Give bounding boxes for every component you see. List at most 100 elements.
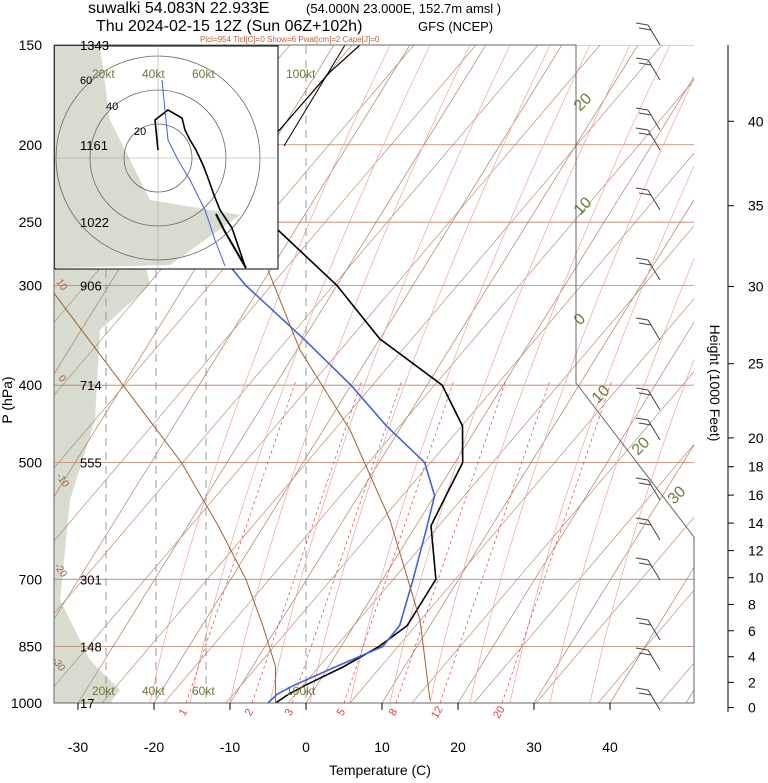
- moist-adiabat-8: [469, 77, 694, 703]
- hodo-trace-black: [154, 109, 246, 267]
- height-m-label-4: 714: [80, 378, 102, 393]
- wind-barb-13: [635, 647, 661, 671]
- isotherm--30: [77, 45, 487, 703]
- isotherm-0: [305, 76, 694, 703]
- moist-adiabat-9: [509, 165, 694, 703]
- moist-adiabat-1: [189, 45, 431, 703]
- isotherm--10: [229, 45, 639, 703]
- moist-adiabat-10: [549, 257, 694, 703]
- hodo-ring-label-1: 40: [106, 101, 118, 113]
- mixing-ratio-label-2: 3: [283, 707, 296, 718]
- pressure-label-1000: 1000: [11, 695, 42, 711]
- x-tick-label--20: -20: [144, 739, 164, 755]
- mixing-ratio-label-6: 20: [491, 704, 508, 721]
- wind-barb-1: [635, 57, 661, 81]
- mixing-ratio-line-4: [395, 379, 507, 703]
- wind-barb-6: [635, 317, 661, 341]
- hodo-ring-label-2: 60: [80, 75, 92, 87]
- isotherm-label-right-0: 20: [571, 90, 596, 115]
- wind-barb-10: [635, 517, 661, 541]
- moist-adiabat-7: [429, 45, 671, 703]
- dry-adiabat-8: [535, 516, 694, 703]
- isotherm-30: [533, 444, 694, 703]
- x-tick-label--30: -30: [68, 739, 88, 755]
- isotherm-label-right-1: 10: [571, 194, 596, 219]
- x-tick-label--10: -10: [220, 739, 240, 755]
- height-tick-label-10: 10: [748, 570, 764, 586]
- moist-adiabat-0: [149, 45, 391, 703]
- pressure-label-250: 250: [19, 214, 43, 230]
- hodo-speed-label-2: 60kt: [192, 67, 215, 81]
- bottom-speed-label-0: 20kt: [92, 684, 115, 698]
- height-tick-label-12: 12: [748, 543, 764, 559]
- height-m-label-8: 17: [80, 696, 94, 711]
- mixing-ratio-line-2: [291, 379, 403, 703]
- height-tick-label-4: 4: [748, 649, 756, 665]
- isotherm--20: [153, 45, 563, 703]
- wind-barb-5: [635, 257, 661, 281]
- height-axis-label: Height (1000 Feet): [707, 325, 723, 442]
- dry-adiabat-9: [597, 589, 694, 703]
- plot-frame: [53, 44, 695, 704]
- wind-barb-7: [635, 387, 661, 411]
- pressure-label-500: 500: [19, 455, 43, 471]
- mixing-ratio-line-5: [439, 379, 551, 703]
- bottom-speed-label-1: 40kt: [142, 684, 165, 698]
- location-text: (54.000N 23.000E, 152.7m amsl ): [306, 1, 501, 16]
- hodo-speed-label-0: 20kt: [92, 67, 115, 81]
- hodo-trace-lower: [215, 213, 247, 269]
- isotherm-10: [381, 199, 694, 703]
- x-tick-label-30: 30: [526, 739, 542, 755]
- mixing-ratio-line-0: [185, 379, 297, 703]
- height-tick-label-20: 20: [748, 430, 764, 446]
- parcel-profile: [54, 292, 277, 703]
- dry-adiabat--3: [54, 45, 415, 469]
- y-axis-label: P (hPa): [0, 376, 15, 423]
- wind-barb-8: [635, 417, 661, 441]
- wind-barb-9: [635, 477, 661, 501]
- isotherm-label-right-2: 0: [571, 310, 589, 328]
- dry-adiabat-6: [411, 371, 694, 703]
- dry-adiabat-0: [54, 45, 601, 688]
- hodo-trace-blue: [161, 79, 226, 267]
- dry-adiabat-5: [349, 298, 694, 703]
- height-m-label-2: 1022: [80, 215, 109, 230]
- height-m-label-6: 301: [80, 572, 102, 587]
- background-grid: [54, 45, 694, 703]
- wind-barb-11: [635, 557, 661, 581]
- hodo-speed-label-1: 40kt: [142, 67, 165, 81]
- x-tick-label-10: 10: [374, 739, 390, 755]
- mixing-ratio-label-4: 8: [387, 707, 400, 718]
- x-tick-label-40: 40: [602, 739, 618, 755]
- dry-adiabat-1: [101, 45, 663, 703]
- height-tick-label-30: 30: [748, 278, 764, 294]
- wind-barb-4: [635, 187, 661, 211]
- hodo-speed-label-3: 100kt: [286, 67, 316, 81]
- pressure-label-150: 150: [19, 37, 43, 53]
- wind-barb-12: [635, 617, 661, 641]
- height-m-label-7: 148: [80, 640, 102, 655]
- pressure-label-300: 300: [19, 277, 43, 293]
- height-tick-label-25: 25: [748, 356, 764, 372]
- dry-adiabat--1: [54, 45, 539, 615]
- pressure-label-200: 200: [19, 137, 43, 153]
- x-tick-label-20: 20: [450, 739, 466, 755]
- station-title: suwalki 54.083N 22.933E: [88, 0, 269, 17]
- height-tick-label-2: 2: [748, 674, 756, 690]
- height-tick-label-8: 8: [748, 596, 756, 612]
- dry-adiabat-4: [287, 225, 694, 703]
- dry-adiabat-3: [225, 152, 694, 703]
- isotherm-label-right-4: 20: [629, 434, 654, 459]
- isotherm-20: [457, 321, 694, 703]
- model-text: GFS (NCEP): [418, 19, 493, 34]
- wind-barb-2: [635, 107, 661, 131]
- height-m-label-0: 1343: [80, 38, 109, 53]
- dry-adiabat--2: [54, 45, 477, 542]
- hodo-shading: [55, 46, 240, 268]
- bottom-speed-label-3: 100kt: [286, 684, 316, 698]
- isotherm-40: [609, 566, 694, 703]
- height-tick-label-16: 16: [748, 487, 764, 503]
